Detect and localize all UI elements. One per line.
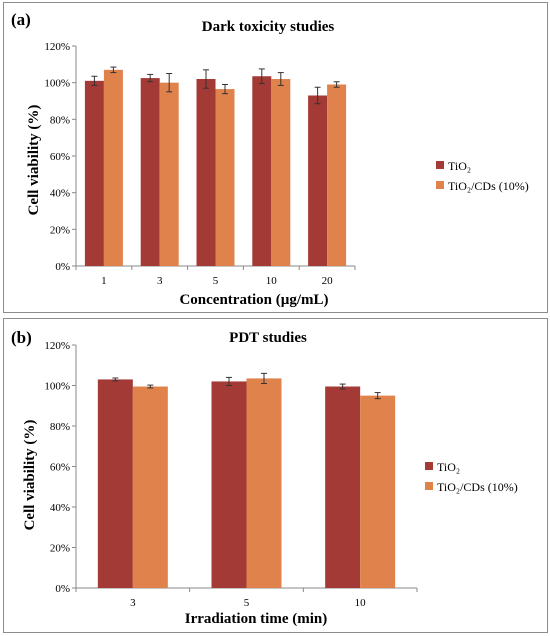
bar: [308, 95, 328, 266]
bar: [252, 76, 272, 266]
y-tick-label: 100%: [44, 381, 70, 393]
y-tick-label: 40%: [50, 188, 70, 200]
legend-label-tio2: TiO₂: [448, 159, 471, 173]
legend-label-tio2: TiO₂: [437, 460, 460, 474]
x-tick-label: 10: [355, 597, 367, 609]
chart-panel-a: (a) Dark toxicity studies Concentration …: [3, 2, 548, 313]
bar: [103, 69, 123, 266]
legend-swatch-tio2: [425, 462, 433, 470]
legend: TiO₂ TiO₂/CDs (10%): [436, 159, 529, 193]
y-tick-label: 100%: [44, 78, 70, 90]
x-tick-label: 3: [157, 275, 163, 287]
bar: [271, 79, 291, 266]
y-tick-label: 80%: [50, 421, 70, 433]
bar: [84, 80, 104, 266]
x-axis-label: Concentration (µg/mL): [179, 292, 328, 308]
x-tick-label: 5: [244, 597, 250, 609]
bar: [140, 78, 160, 266]
x-axis-label: Irradiation time (min): [185, 611, 327, 627]
bar: [159, 82, 179, 267]
y-tick-label: 20%: [50, 224, 70, 236]
x-tick-label: 20: [322, 275, 334, 287]
y-tick-label: 40%: [50, 502, 70, 514]
legend-label-tio2-cds: TiO₂/CDs (10%): [448, 179, 529, 193]
panel-label: (a): [11, 10, 31, 29]
x-tick-label: 5: [213, 275, 219, 287]
chart-title: Dark toxicity studies: [202, 19, 335, 35]
x-tick-label: 1: [101, 275, 107, 287]
y-tick-label: 60%: [50, 462, 70, 474]
bar: [97, 379, 133, 588]
chart-title: PDT studies: [229, 330, 307, 346]
y-tick-label: 0%: [55, 583, 70, 595]
legend-swatch-tio2-cds: [425, 482, 433, 490]
y-axis-label: Cell viability (%): [26, 105, 42, 216]
y-tick-label: 0%: [55, 261, 70, 273]
panel-label: (b): [11, 328, 32, 347]
y-tick-label: 120%: [44, 340, 70, 352]
bar: [246, 378, 282, 588]
bar: [196, 79, 216, 266]
chart-b-svg: (b) PDT studies Irradiation time (min) C…: [11, 328, 518, 627]
chart-panel-b: (b) PDT studies Irradiation time (min) C…: [3, 318, 548, 633]
y-tick-label: 60%: [50, 151, 70, 163]
legend: TiO₂ TiO₂/CDs (10%): [425, 460, 518, 494]
chart-a-svg: (a) Dark toxicity studies Concentration …: [11, 10, 529, 308]
x-tick-label: 10: [266, 275, 278, 287]
bar: [325, 386, 361, 588]
bar: [360, 395, 396, 588]
bar: [132, 386, 168, 588]
y-tick-label: 120%: [44, 41, 70, 53]
y-tick-label: 80%: [50, 114, 70, 126]
legend-swatch-tio2-cds: [436, 181, 444, 189]
y-axis-label: Cell viability (%): [22, 420, 38, 531]
plot-area: 0% 20% 40% 60% 80% 100% 120% 3 5 10: [44, 340, 418, 609]
y-tick-label: 20%: [50, 543, 70, 555]
plot-area: 0% 20% 40% 60% 80% 100% 120% 1 3 5 10 20: [44, 41, 356, 287]
bar: [327, 84, 347, 266]
bar: [211, 381, 247, 588]
bar: [215, 89, 235, 266]
x-tick-label: 3: [130, 597, 136, 609]
legend-label-tio2-cds: TiO₂/CDs (10%): [437, 480, 518, 494]
legend-swatch-tio2: [436, 161, 444, 169]
